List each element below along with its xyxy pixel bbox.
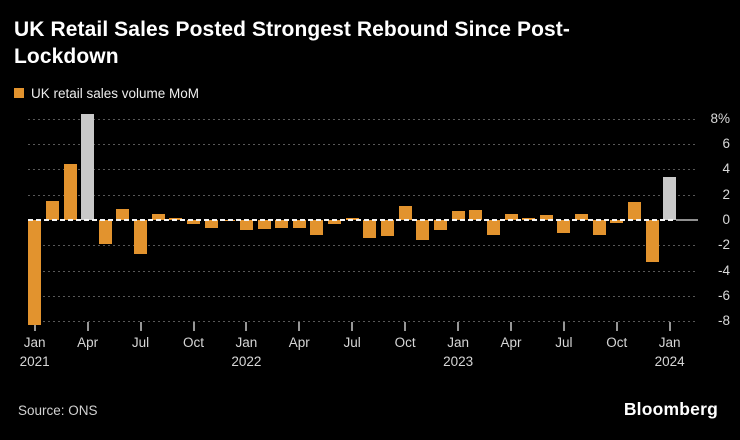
x-axis-tick: [351, 322, 354, 331]
y-axis-label: -6: [717, 287, 730, 303]
bar-chart-plot-area: 8% 6 4 2 0 -2 -4 -6 -8 Jan 2021 Apr Jul Oct Jan 2022 Apr…: [0, 105, 740, 377]
y-axis-label: 6: [722, 136, 730, 152]
bar-apr-2022: [292, 220, 306, 228]
x-axis-tick: [457, 322, 460, 331]
bar-sep-2023: [592, 220, 606, 236]
legend-label: UK retail sales volume MoM: [31, 85, 200, 101]
x-axis-tick: [192, 322, 195, 331]
bar-oct-2023: [610, 220, 624, 223]
x-axis-label: Jul: [131, 335, 150, 350]
x-axis-tick: [139, 322, 142, 331]
zero-axis-stub: [676, 219, 698, 221]
x-axis-label: Jan: [235, 335, 258, 350]
gridline-8%: [28, 118, 698, 120]
y-axis-label: -4: [717, 262, 730, 278]
x-axis-tick: [668, 322, 671, 331]
source-note: Source: ONS: [18, 403, 98, 418]
x-axis-tick: [615, 322, 618, 331]
bar-feb-2023: [469, 209, 483, 220]
bar-oct-2021: [187, 220, 200, 224]
bar-jul-2023: [557, 220, 571, 233]
x-axis-label: Oct: [182, 335, 204, 350]
y-axis-label: -2: [717, 237, 730, 253]
bar-jun-2022: [328, 220, 342, 224]
gridline-6: [28, 144, 698, 146]
x-axis-tick: [298, 322, 301, 331]
x-axis-year-label: 2023: [443, 354, 474, 369]
bar-jan-2023: [451, 211, 465, 220]
bar-jul-2021: [134, 220, 147, 255]
bar-aug-2023: [575, 213, 588, 220]
bar-jul-2022: [345, 217, 359, 220]
x-axis-label: Jan: [23, 335, 46, 350]
bar-dec-2023: [645, 220, 659, 262]
gridline--2: [28, 245, 698, 247]
bar-jan-2022: [239, 220, 253, 231]
bar-jun-2023: [539, 214, 553, 220]
bar-may-2023: [522, 217, 536, 220]
bar-feb-2022: [257, 220, 271, 229]
x-axis-tick: [404, 322, 407, 331]
x-axis-tick: [245, 322, 248, 331]
x-axis-tick: [33, 322, 36, 331]
x-axis-label: Jan: [447, 335, 469, 350]
bar-aug-2021: [151, 213, 165, 220]
gridline-2: [28, 194, 698, 196]
gridline--8: [28, 321, 698, 323]
gridline--4: [28, 270, 698, 272]
x-axis-label: Oct: [394, 335, 416, 350]
bar-nov-2022: [416, 220, 430, 241]
chart-title: UK Retail Sales Posted Strongest Rebound…: [14, 18, 570, 68]
bar-jan-2024: [663, 177, 677, 220]
x-axis-label: Oct: [606, 335, 628, 350]
legend: UK retail sales volume MoM: [14, 85, 200, 101]
bar-oct-2022: [398, 206, 412, 220]
bar-apr-2021: [81, 113, 95, 220]
x-axis-label: Jan: [658, 335, 681, 350]
x-axis-tick: [86, 322, 89, 331]
bar-mar-2022: [275, 220, 289, 228]
bar-nov-2021: [204, 220, 218, 228]
x-axis-label: Apr: [288, 335, 310, 350]
x-axis-year-label: 2024: [654, 354, 685, 369]
x-axis-year-label: 2021: [19, 354, 50, 369]
x-axis-label: Jul: [555, 335, 573, 350]
y-axis-label: 8%: [710, 110, 730, 126]
bar-may-2022: [310, 220, 324, 236]
bar-nov-2023: [628, 202, 641, 220]
bar-sep-2022: [381, 220, 394, 237]
bar-may-2021: [98, 220, 112, 244]
bar-feb-2021: [45, 201, 59, 220]
x-axis-label: Jul: [343, 335, 361, 350]
bar-sep-2021: [169, 217, 183, 220]
x-axis-tick: [562, 322, 565, 331]
bar-aug-2022: [363, 220, 377, 238]
bar-jun-2021: [116, 208, 130, 220]
bar-mar-2021: [63, 164, 77, 220]
y-axis-label: 2: [722, 186, 730, 202]
gridline-4: [28, 169, 698, 171]
x-axis-label: Apr: [77, 335, 99, 350]
y-axis-label: 4: [722, 161, 730, 177]
gridline--6: [28, 295, 698, 297]
x-axis-tick: [510, 322, 512, 331]
y-axis-label: -8: [717, 313, 730, 329]
bloomberg-logo: Bloomberg: [623, 399, 718, 419]
bar-apr-2023: [504, 213, 518, 220]
bar-jan-2021: [28, 220, 42, 325]
bar-dec-2022: [433, 220, 447, 231]
x-axis-year-label: 2022: [231, 354, 262, 369]
zero-baseline: [28, 219, 677, 221]
legend-swatch-icon: [14, 88, 24, 98]
x-axis-label: Apr: [500, 335, 522, 350]
bar-mar-2023: [486, 220, 500, 236]
y-axis-label: 0: [722, 212, 730, 227]
